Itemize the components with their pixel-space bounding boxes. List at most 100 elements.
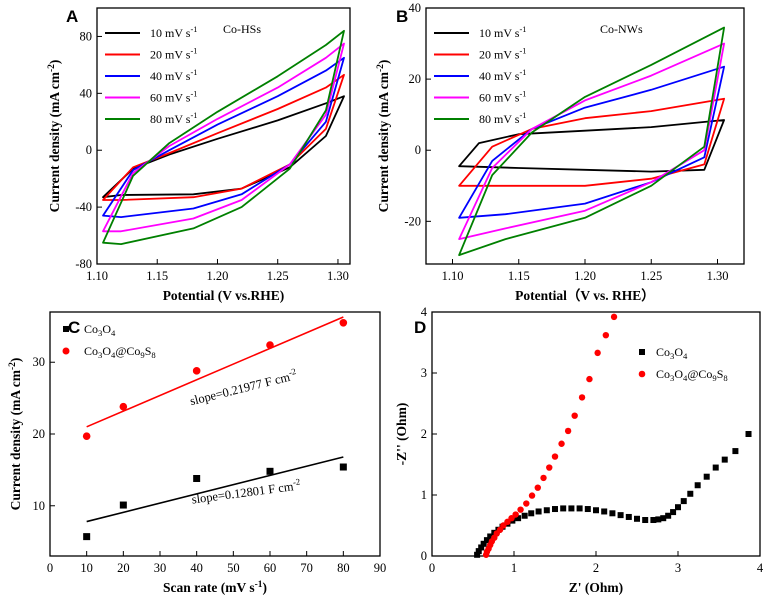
x-tick-label: 1.30	[707, 269, 729, 283]
legend-marker	[62, 347, 70, 355]
data-point	[560, 505, 567, 512]
x-tick-label: 1.20	[574, 269, 596, 283]
y-tick-label: 3	[421, 366, 427, 380]
data-point	[523, 500, 530, 507]
legend-label: 60 mV s-1	[479, 90, 526, 105]
data-point	[617, 512, 624, 519]
x-tick-label: 0	[429, 561, 435, 575]
panel-label: A	[66, 7, 78, 26]
data-point	[339, 318, 348, 327]
data-point	[558, 440, 565, 447]
data-point	[703, 473, 710, 480]
x-tick-label: 1.15	[508, 269, 530, 283]
data-point	[564, 427, 572, 435]
cv-loop-5	[102, 29, 345, 245]
panel-title: Co-HSs	[223, 22, 261, 36]
y-tick-label: 4	[421, 305, 428, 319]
data-point	[192, 367, 201, 375]
legend-marker	[638, 370, 646, 378]
data-point	[634, 515, 640, 522]
x-tick-label: 0	[47, 561, 53, 575]
data-point	[576, 505, 583, 512]
x-tick-label: 50	[227, 561, 240, 575]
y-tick-label: 40	[80, 86, 93, 100]
panel-C: 0 10 20 30 40 50 60 70 80 90 10 20 30 Scan rate (mV s…	[8, 311, 387, 595]
data-point	[625, 513, 632, 520]
y-tick-label: -80	[75, 257, 92, 271]
legend-label: Co3O4	[84, 322, 116, 338]
cv-loop-3	[458, 65, 725, 219]
data-point	[712, 464, 719, 471]
x-tick-label: 4	[757, 561, 764, 575]
data-point	[487, 533, 494, 540]
fit-line	[86, 316, 344, 428]
data-point	[508, 514, 515, 522]
x-tick-label: 3	[675, 561, 681, 575]
cv-loop-4	[102, 42, 345, 233]
y-tick-label: 2	[421, 427, 427, 441]
x-tick-label: 1.20	[207, 269, 229, 283]
x-axis-label: Z' (Ohm)	[569, 580, 623, 595]
data-point	[82, 432, 91, 440]
legend-label: Co3O4@Co9S8	[656, 367, 728, 383]
x-tick-label: 1.15	[146, 269, 168, 283]
data-point	[745, 431, 752, 437]
x-tick-label: 70	[300, 561, 313, 575]
data-point	[660, 515, 667, 522]
legend-label: Co3O4	[656, 345, 688, 361]
data-point	[515, 515, 522, 522]
data-point	[670, 509, 677, 516]
plot-frame	[49, 311, 381, 557]
plot-frame	[96, 7, 351, 265]
legend-label: Co3O4@Co9S8	[84, 344, 156, 360]
y-tick-label: 0	[86, 143, 92, 157]
data-point	[266, 467, 274, 475]
panel-title: Co-NWs	[600, 22, 643, 36]
x-tick-label: 60	[264, 561, 277, 575]
x-tick-label: 90	[374, 561, 387, 575]
x-tick-label: 1.25	[640, 269, 662, 283]
panel-A: 1.10 1.15 1.20 1.25 1.30 -80 -40 0 40 80 Potential…	[47, 7, 351, 303]
data-point	[721, 456, 728, 463]
panel-D: 0 1 2 3 4 0 1 2 3 4 Z' (Ohm) -Z'' (Ohm) D Co3O4 Co3O4@…	[394, 305, 764, 595]
x-tick-label: 80	[337, 561, 350, 575]
cv-loop-4	[458, 42, 725, 240]
x-tick-label: 2	[593, 561, 599, 575]
x-tick-label: 1.10	[442, 269, 464, 283]
legend-label: 10 mV s-1	[150, 25, 197, 40]
data-point	[694, 482, 701, 489]
cv-loop-3	[102, 56, 345, 218]
data-point	[609, 510, 616, 517]
legend-label: 60 mV s-1	[150, 90, 197, 105]
data-point	[517, 506, 524, 513]
legend-label: 20 mV s-1	[479, 47, 526, 62]
data-point	[543, 507, 550, 514]
data-point	[528, 492, 536, 499]
data-point	[642, 517, 649, 524]
legend-label: 20 mV s-1	[150, 47, 197, 62]
data-point	[119, 402, 128, 411]
data-point	[339, 463, 347, 471]
data-point	[193, 474, 201, 482]
data-point	[601, 508, 608, 515]
y-tick-label: 1	[421, 488, 427, 502]
data-point	[480, 540, 487, 547]
data-point	[512, 511, 519, 518]
panel-label: B	[396, 7, 408, 26]
x-tick-label: 20	[117, 561, 130, 575]
fit-line	[86, 456, 344, 523]
y-axis-label: -Z'' (Ohm)	[394, 403, 409, 466]
x-tick-label: 1.10	[86, 269, 108, 283]
data-point	[680, 498, 687, 505]
x-tick-label: 1.25	[267, 269, 289, 283]
y-axis-label: Current density (mA cm-2)	[8, 358, 23, 511]
data-point	[83, 533, 91, 541]
plot-frame	[431, 311, 761, 557]
x-tick-label: 30	[154, 561, 167, 575]
data-point	[534, 484, 541, 491]
data-point	[483, 537, 490, 544]
data-point	[655, 516, 662, 523]
data-point	[610, 313, 618, 321]
x-axis-label: Scan rate (mV s-1)	[163, 580, 267, 595]
legend-label: 80 mV s-1	[479, 111, 526, 126]
